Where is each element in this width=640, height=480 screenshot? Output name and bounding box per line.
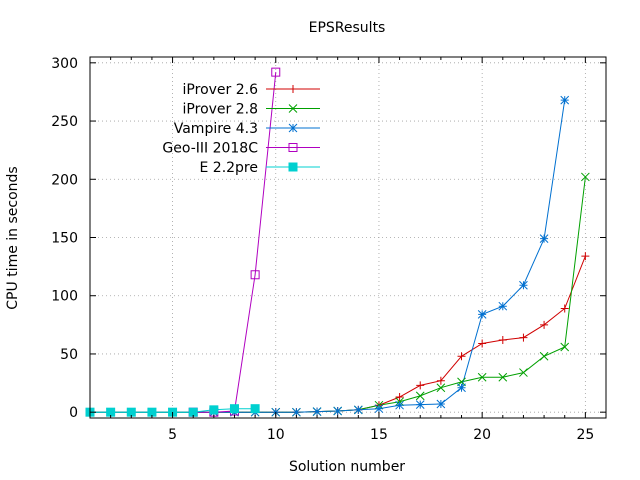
data-point	[539, 234, 549, 244]
data-point	[374, 404, 384, 414]
y-tick-label: 50	[60, 347, 78, 363]
x-axis-title: Solution number	[289, 459, 405, 475]
data-point	[333, 406, 343, 416]
series-line-2	[90, 100, 566, 413]
legend-swatch-marker	[288, 162, 298, 172]
data-point	[395, 400, 404, 410]
data-point	[353, 405, 363, 415]
data-point	[457, 383, 466, 393]
data-point	[436, 383, 446, 393]
data-point	[540, 320, 549, 329]
data-point	[519, 368, 528, 377]
data-point	[498, 372, 508, 382]
data-point	[415, 400, 425, 409]
y-tick-label: 0	[69, 405, 78, 421]
data-point	[415, 391, 425, 401]
legend: iProver 2.6 iProver 2.8 Vampire 4.3 Geo-III…	[162, 82, 320, 176]
legend-swatch-marker	[288, 123, 298, 133]
data-point	[519, 280, 528, 290]
data-point	[519, 333, 528, 342]
series-line-0	[90, 255, 586, 413]
chart-title: EPSResults	[309, 20, 386, 36]
series-markers	[85, 67, 590, 417]
data-point	[188, 407, 198, 417]
series-line-1	[90, 176, 586, 413]
y-tick-label: 100	[51, 289, 78, 305]
legend-swatch-marker	[288, 104, 298, 113]
legend-swatch-marker	[289, 85, 297, 93]
grid-lines	[90, 57, 606, 418]
data-point	[250, 404, 260, 414]
data-point	[581, 172, 590, 182]
series-lines	[90, 72, 586, 413]
x-tick-label: 20	[473, 427, 491, 443]
data-point	[539, 351, 549, 361]
data-point	[436, 376, 445, 385]
legend-label: iProver 2.8	[183, 102, 258, 118]
x-tick-label: 10	[267, 427, 285, 443]
legend-label: Geo-III 2018C	[162, 141, 258, 157]
data-point	[147, 407, 157, 417]
data-point	[395, 393, 404, 402]
data-point	[560, 304, 569, 313]
x-tick-label: 25	[576, 427, 594, 443]
data-point	[436, 399, 446, 409]
plot-frame	[89, 56, 607, 419]
y-tick-label: 150	[51, 231, 78, 247]
data-point	[498, 335, 507, 344]
data-point	[581, 252, 590, 261]
data-point	[560, 95, 570, 105]
y-tick-label: 300	[51, 56, 78, 72]
x-tick-label: 15	[370, 427, 388, 443]
data-point	[457, 352, 466, 361]
legend-label: E 2.2pre	[199, 160, 258, 176]
y-tick-label: 250	[51, 114, 78, 130]
data-point	[209, 405, 219, 415]
legend-label: Vampire 4.3	[174, 121, 258, 137]
y-tick-label: 200	[51, 172, 78, 188]
x-tick-label: 5	[168, 427, 177, 443]
y-axis-title: CPU time in seconds	[5, 166, 21, 309]
data-point	[250, 270, 260, 280]
data-point	[271, 67, 281, 77]
data-point	[106, 407, 116, 417]
data-point	[229, 404, 239, 414]
data-point	[292, 407, 301, 417]
data-point	[498, 301, 508, 311]
data-point	[477, 372, 487, 382]
data-point	[478, 339, 487, 348]
data-point	[126, 407, 136, 417]
legend-swatch-marker	[288, 143, 298, 152]
data-point	[312, 407, 322, 416]
legend-label: iProver 2.6	[183, 82, 259, 98]
data-point	[560, 342, 570, 352]
axis-ticks: 0 50 100 150 200 250 300 5 10 15 20 25	[51, 56, 607, 443]
data-point	[477, 310, 487, 319]
data-point	[416, 381, 425, 390]
